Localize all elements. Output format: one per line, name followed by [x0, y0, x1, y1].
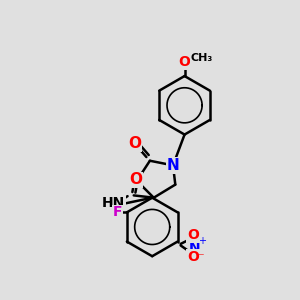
- Text: O: O: [187, 250, 199, 264]
- Text: ⁻: ⁻: [198, 251, 204, 264]
- Text: CH₃: CH₃: [190, 53, 213, 63]
- Text: N: N: [167, 158, 179, 173]
- Text: O: O: [129, 172, 142, 188]
- Text: F: F: [113, 205, 122, 219]
- Text: +: +: [198, 236, 206, 246]
- Text: O: O: [187, 228, 199, 242]
- Text: N: N: [189, 241, 200, 255]
- Text: HN: HN: [102, 196, 125, 210]
- Text: O: O: [178, 55, 190, 69]
- Text: O: O: [128, 136, 141, 151]
